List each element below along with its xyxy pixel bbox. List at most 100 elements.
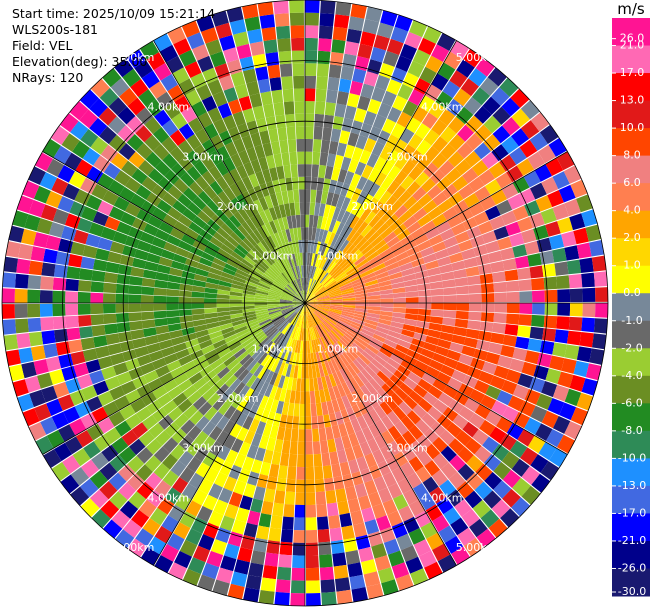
- velocity-gate: [311, 281, 320, 293]
- velocity-gate: [478, 370, 494, 385]
- velocity-gate: [127, 455, 145, 473]
- velocity-gate: [40, 416, 58, 435]
- velocity-gate: [387, 440, 402, 456]
- velocity-gate: [60, 474, 80, 494]
- velocity-gate: [521, 228, 537, 244]
- velocity-gate: [80, 478, 99, 498]
- velocity-gate: [2, 319, 17, 335]
- velocity-gate: [230, 287, 244, 294]
- velocity-gate: [99, 462, 118, 481]
- velocity-gate: [80, 337, 96, 351]
- velocity-gate: [198, 534, 215, 551]
- velocity-gate: [341, 525, 355, 540]
- velocity-gate: [413, 78, 431, 95]
- velocity-gate: [274, 360, 283, 374]
- velocity-gate: [420, 246, 435, 258]
- velocity-gate: [59, 113, 79, 133]
- velocity-gate: [521, 485, 541, 505]
- velocity-gate: [379, 347, 393, 358]
- velocity-gate: [100, 500, 120, 519]
- velocity-gate: [105, 261, 120, 274]
- velocity-gate: [328, 373, 337, 387]
- velocity-gate: [370, 235, 384, 248]
- velocity-gate: [228, 99, 242, 115]
- velocity-gate: [219, 515, 235, 532]
- velocity-gate: [385, 379, 399, 392]
- velocity-gate: [142, 518, 161, 536]
- velocity-gate: [317, 415, 325, 429]
- velocity-gate: [78, 280, 92, 292]
- velocity-gate: [487, 250, 503, 263]
- velocity-gate: [405, 291, 419, 298]
- velocity-gate: [280, 305, 293, 309]
- colorbar-cell: [612, 403, 650, 432]
- velocity-gate: [273, 219, 282, 233]
- velocity-gate: [234, 325, 248, 334]
- velocity-gate: [199, 339, 213, 350]
- velocity-gate: [65, 436, 83, 455]
- velocity-gate: [453, 391, 469, 406]
- velocity-gate: [456, 142, 474, 159]
- velocity-gate: [561, 358, 577, 374]
- velocity-gate: [347, 562, 363, 578]
- velocity-gate: [382, 471, 397, 488]
- velocity-gate: [271, 314, 284, 322]
- velocity-gate: [270, 515, 283, 529]
- velocity-gate: [347, 158, 359, 174]
- velocity-gate: [342, 300, 356, 303]
- velocity-gate: [321, 591, 337, 606]
- velocity-gate: [201, 436, 216, 452]
- velocity-gate: [280, 529, 294, 543]
- velocity-gate: [191, 308, 205, 315]
- velocity-gate: [347, 498, 361, 513]
- velocity-gate: [289, 228, 295, 242]
- velocity-gate: [134, 346, 149, 358]
- velocity-gate: [328, 312, 341, 319]
- velocity-gate: [293, 189, 300, 203]
- velocity-gate: [284, 389, 292, 403]
- colorbar-tick-label: 21.0: [620, 39, 645, 52]
- velocity-gate: [414, 326, 429, 336]
- velocity-gate: [49, 369, 65, 385]
- velocity-gate: [417, 240, 432, 252]
- velocity-gate: [344, 349, 356, 362]
- velocity-gate: [243, 204, 255, 219]
- velocity-gate: [236, 427, 249, 442]
- velocity-gate: [267, 64, 281, 79]
- velocity-gate: [300, 214, 305, 228]
- velocity-gate: [293, 280, 300, 292]
- velocity-gate: [483, 115, 502, 134]
- velocity-gate: [442, 80, 460, 99]
- velocity-gate: [203, 185, 218, 200]
- velocity-gate: [254, 447, 266, 462]
- velocity-gate: [104, 323, 118, 335]
- velocity-gate: [305, 113, 315, 127]
- velocity-gate: [273, 332, 283, 344]
- velocity-gate: [97, 200, 114, 216]
- velocity-gate: [338, 280, 352, 288]
- velocity-gate: [261, 368, 271, 382]
- velocity-gate: [184, 61, 202, 78]
- velocity-gate: [119, 404, 136, 420]
- velocity-gate: [277, 231, 286, 245]
- velocity-gate: [305, 300, 318, 303]
- velocity-gate: [333, 154, 344, 169]
- velocity-gate: [379, 314, 393, 322]
- velocity-gate: [456, 294, 470, 303]
- velocity-gate: [305, 252, 308, 266]
- velocity-gate: [320, 273, 331, 285]
- velocity-gate: [422, 253, 437, 264]
- velocity-gate: [21, 228, 37, 246]
- velocity-gate: [325, 333, 335, 346]
- velocity-gate: [238, 441, 251, 457]
- velocity-gate: [501, 136, 519, 154]
- velocity-gate: [370, 358, 384, 371]
- velocity-gate: [328, 64, 342, 79]
- velocity-gate: [170, 444, 186, 460]
- velocity-gate: [457, 446, 474, 464]
- velocity-gate: [281, 294, 294, 300]
- velocity-gate: [264, 356, 274, 369]
- velocity-gate: [320, 0, 336, 15]
- velocity-gate: [264, 397, 274, 412]
- velocity-gate: [439, 331, 454, 342]
